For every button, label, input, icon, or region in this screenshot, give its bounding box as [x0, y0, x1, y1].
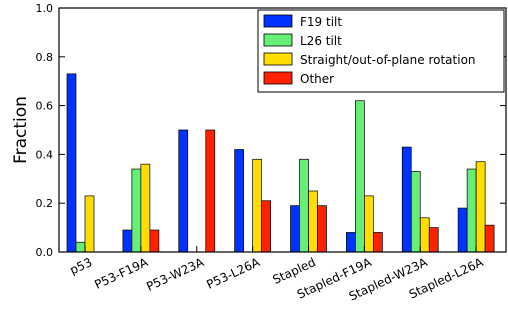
bar [410, 171, 421, 253]
plot-frame [58, 7, 507, 253]
bar [317, 205, 327, 253]
y-tick-label: 0.2 [36, 197, 54, 210]
bar [234, 149, 244, 253]
x-tick-label: P53-W23A [144, 255, 207, 294]
bar [308, 190, 318, 253]
bar [131, 168, 142, 253]
x-tick-label: P53-L26A [204, 255, 262, 292]
bar [373, 232, 383, 253]
bar [466, 168, 477, 253]
bar [346, 232, 356, 253]
bar [84, 195, 95, 253]
bar [484, 224, 495, 253]
bar-series [66, 73, 495, 253]
legend: F19 tilt L26 tilt Straight/out-of-plane ro… [257, 9, 505, 93]
legend-label: F19 tilt [300, 15, 342, 29]
x-tick-label: p53 [68, 255, 95, 277]
bar [364, 195, 374, 253]
y-tick-label: 0.6 [36, 100, 54, 113]
y-tick-label: 1.0 [36, 2, 54, 15]
legend-label: L26 tilt [300, 34, 342, 48]
y-tick-label: 0.8 [36, 51, 54, 64]
legend-label: Straight/out-of-plane rotation [300, 53, 476, 67]
y-axis-label: Fraction [11, 96, 31, 164]
bar [401, 146, 412, 253]
legend-swatch [263, 52, 293, 66]
y-tick-label: 0.0 [36, 246, 54, 259]
bar [475, 161, 486, 253]
bar [178, 129, 189, 253]
legend-swatch [263, 71, 293, 85]
bar [252, 158, 262, 253]
bar [355, 100, 365, 253]
bar [457, 207, 468, 253]
bar [290, 205, 300, 253]
bar [75, 241, 86, 253]
x-tick-label: P53-F19A [92, 255, 150, 292]
bar [66, 73, 77, 253]
bar [140, 163, 151, 253]
bar [261, 200, 271, 253]
bar [299, 158, 309, 253]
bar [122, 229, 133, 253]
legend-swatch [263, 33, 293, 47]
y-axis-ticks: 0.0 0.2 0.4 0.6 0.8 1.0 [36, 2, 506, 259]
bar [205, 129, 216, 253]
bar [149, 229, 160, 253]
legend-swatch [263, 14, 293, 28]
bar [419, 217, 430, 253]
legend-label: Other [300, 72, 334, 86]
y-tick-label: 0.4 [36, 148, 54, 161]
bar [428, 227, 439, 253]
legend-box [257, 9, 505, 93]
